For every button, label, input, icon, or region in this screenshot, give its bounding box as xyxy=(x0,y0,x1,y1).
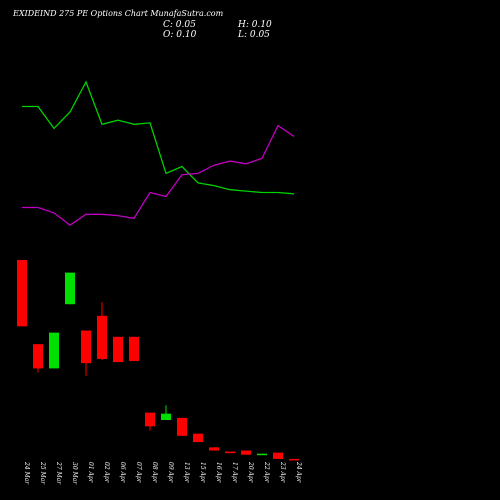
low-value: L: 0.05 xyxy=(238,30,270,40)
x-tick-label: 02 Apr xyxy=(103,462,110,484)
candle-body xyxy=(113,336,123,363)
candle-01-apr xyxy=(81,330,91,376)
candle-23-apr xyxy=(273,452,283,459)
candles xyxy=(17,260,299,461)
x-tick-label: 24 Apr xyxy=(295,461,302,484)
x-tick-label: 22 Apr xyxy=(263,461,270,484)
close-value: C: 0.05 xyxy=(163,20,196,30)
candle-body xyxy=(193,433,203,443)
candle-body xyxy=(129,336,139,362)
candle-body xyxy=(257,453,267,456)
candle-02-apr xyxy=(97,302,107,360)
candle-08-apr xyxy=(145,412,155,431)
x-tick-label: 08 Apr xyxy=(151,462,158,484)
candle-body xyxy=(145,412,155,427)
chart-title: EXIDEIND 275 PE Options Chart MunafaSutr… xyxy=(13,9,224,18)
candle-body xyxy=(97,315,107,359)
candle-17-apr xyxy=(225,451,235,454)
x-tick-label: 20 Apr xyxy=(247,461,254,484)
candle-24-apr xyxy=(289,458,299,461)
candle-body xyxy=(49,332,59,369)
x-tick-label: 25 Mar xyxy=(39,461,46,485)
candle-30-mar xyxy=(65,272,75,305)
x-tick-label: 09 Apr xyxy=(167,462,174,484)
indicator-lines xyxy=(22,80,295,227)
indicator-line-2 xyxy=(22,124,295,227)
candle-body xyxy=(65,272,75,305)
candle-13-apr xyxy=(177,417,187,436)
candle-16-apr xyxy=(209,447,219,451)
candle-27-mar xyxy=(49,332,59,369)
x-tick-label: 01 Apr xyxy=(87,462,94,484)
candle-15-apr xyxy=(193,433,203,443)
x-tick-label: 13 Apr xyxy=(183,462,190,484)
candle-07-apr xyxy=(129,336,139,362)
candle-body xyxy=(225,451,235,454)
candle-22-apr xyxy=(257,453,267,456)
candle-body xyxy=(17,260,27,327)
candle-09-apr xyxy=(161,405,171,420)
candle-body xyxy=(161,413,171,420)
open-value: O: 0.10 xyxy=(163,30,197,40)
candle-body xyxy=(273,452,283,459)
candle-24-mar xyxy=(17,260,27,327)
x-axis-labels: 24 Mar 25 Mar 27 Mar 30 Mar 01 Apr 02 Apr 06 A… xyxy=(23,461,302,485)
candle-body xyxy=(241,450,251,455)
x-tick-label: 30 Mar xyxy=(71,462,78,485)
candle-06-apr xyxy=(113,336,123,363)
indicator-line-1 xyxy=(22,80,295,195)
x-tick-label: 23 Apr xyxy=(279,461,286,484)
x-tick-label: 07 Apr xyxy=(135,462,142,484)
x-tick-label: 24 Mar xyxy=(23,461,30,485)
high-value: H: 0.10 xyxy=(238,20,272,30)
candle-body xyxy=(177,417,187,436)
candle-body xyxy=(289,458,299,461)
candle-25-mar xyxy=(33,344,43,373)
x-tick-label: 27 Mar xyxy=(55,461,62,485)
candle-20-apr xyxy=(241,450,251,455)
x-tick-label: 17 Apr xyxy=(231,462,238,484)
x-tick-label: 16 Apr xyxy=(215,462,222,484)
x-tick-label: 06 Apr xyxy=(119,462,126,484)
candle-body xyxy=(209,447,219,451)
candle-body xyxy=(33,344,43,369)
candle-body xyxy=(81,330,91,364)
x-tick-label: 15 Apr xyxy=(199,462,206,484)
